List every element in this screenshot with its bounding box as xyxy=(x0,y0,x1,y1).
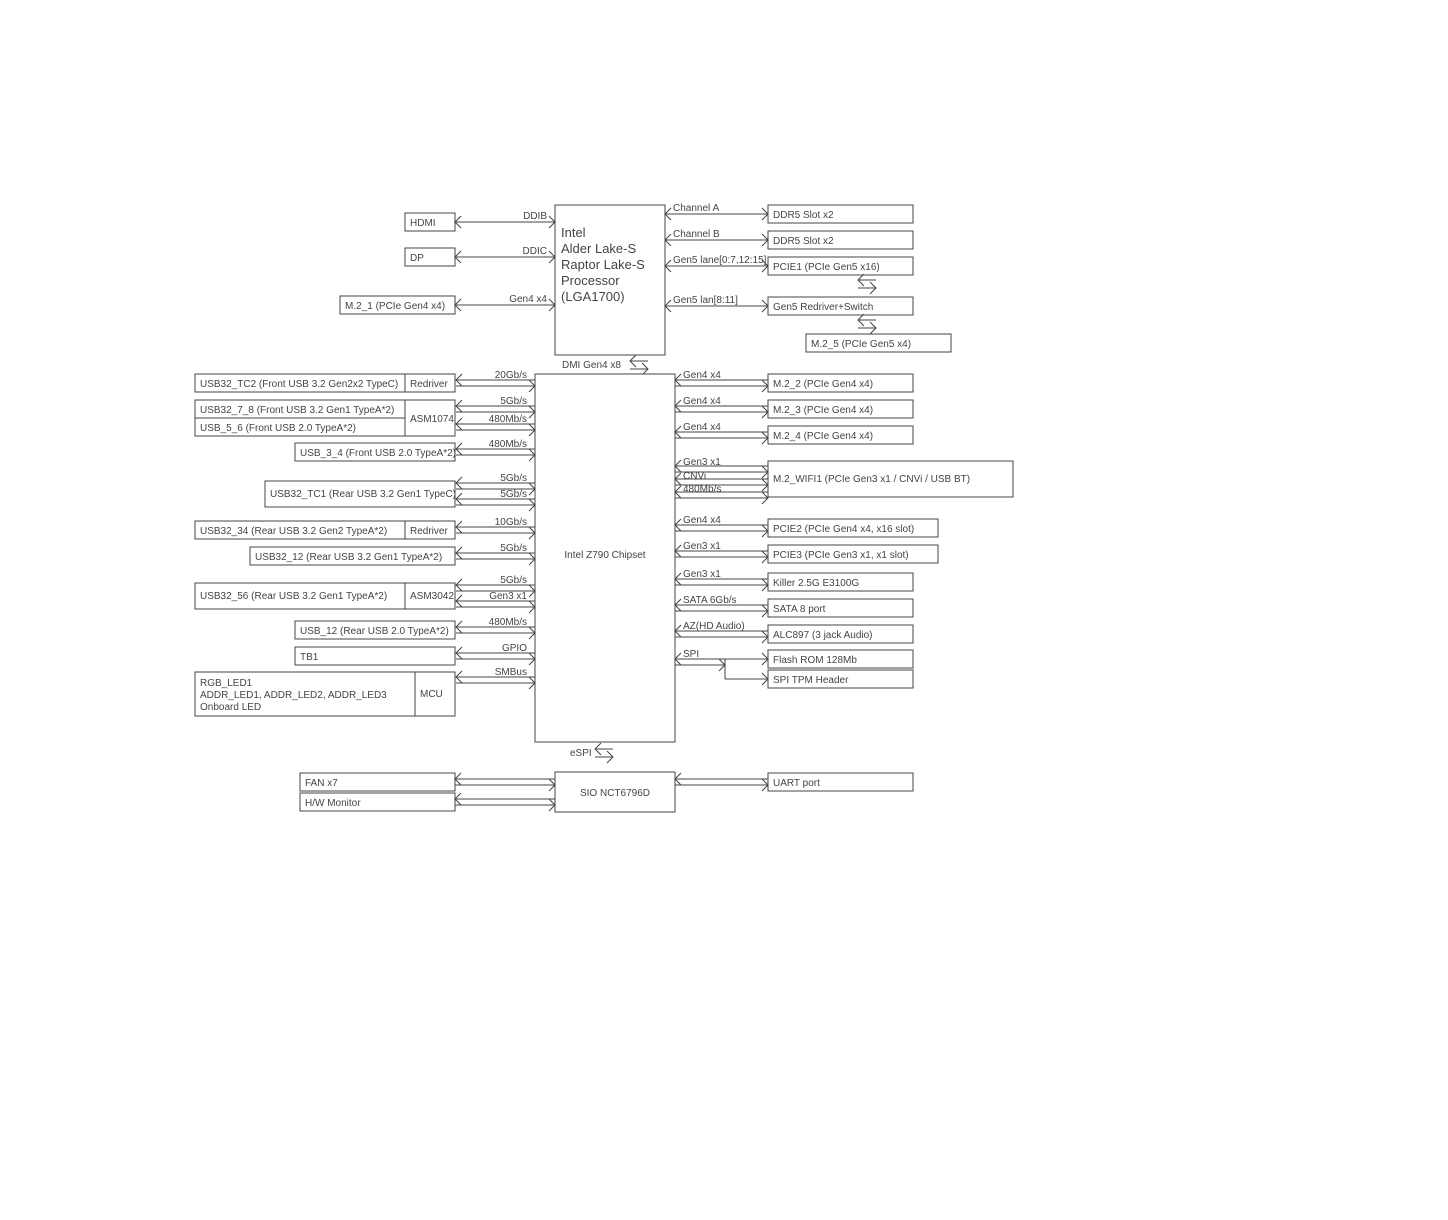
label: Gen5 lane[0:7,12:15] xyxy=(673,255,767,266)
label: 20Gb/s xyxy=(495,370,527,381)
label: 5Gb/s xyxy=(500,543,527,554)
label: 5Gb/s xyxy=(500,473,527,484)
cpu-text: (LGA1700) xyxy=(561,289,625,304)
label: GPIO xyxy=(502,643,527,654)
label: Gen3 x1 xyxy=(683,457,721,468)
label: 480Mb/s xyxy=(489,414,527,425)
dmi-label: DMI Gen4 x8 xyxy=(562,360,621,371)
label: M.2_4 (PCIe Gen4 x4) xyxy=(773,431,873,442)
label: M.2_2 (PCIe Gen4 x4) xyxy=(773,379,873,390)
label: DDIB xyxy=(523,211,547,222)
label: M.2_1 (PCIe Gen4 x4) xyxy=(345,301,445,312)
label: USB_5_6 (Front USB 2.0 TypeA*2) xyxy=(200,423,356,434)
label: SMBus xyxy=(495,667,527,678)
chipset-label: Intel Z790 Chipset xyxy=(564,550,645,561)
label: ASM3042 xyxy=(410,591,454,602)
label: Gen5 Redriver+Switch xyxy=(773,302,873,313)
label: USB32_12 (Rear USB 3.2 Gen1 TypeA*2) xyxy=(255,552,442,563)
label: Redriver xyxy=(410,379,448,390)
label: HDMI xyxy=(410,218,436,229)
label: 480Mb/s xyxy=(489,439,527,450)
label: USB_3_4 (Front USB 2.0 TypeA*2) xyxy=(300,448,456,459)
label: 480Mb/s xyxy=(489,617,527,628)
label: SPI TPM Header xyxy=(773,675,849,686)
label: USB32_7_8 (Front USB 3.2 Gen1 TypeA*2) xyxy=(200,405,394,416)
label: FAN x7 xyxy=(305,778,338,789)
label: 5Gb/s xyxy=(500,396,527,407)
label: DDIC xyxy=(523,246,547,257)
label: RGB_LED1 xyxy=(200,678,253,689)
label: H/W Monitor xyxy=(305,798,361,809)
tb1 xyxy=(295,647,455,665)
label: USB32_TC2 (Front USB 3.2 Gen2x2 TypeC) xyxy=(200,379,398,390)
label: DP xyxy=(410,253,424,264)
label: 480Mb/s xyxy=(683,484,721,495)
cpu-text: Intel xyxy=(561,225,586,240)
label: Gen4 x4 xyxy=(509,294,547,305)
label: Killer 2.5G E3100G xyxy=(773,578,859,589)
cpu-text: Processor xyxy=(561,273,620,288)
label: Redriver xyxy=(410,526,448,537)
label: Gen4 x4 xyxy=(683,396,721,407)
label: Channel A xyxy=(673,203,719,214)
label: PCIE3 (PCIe Gen3 x1, x1 slot) xyxy=(773,550,909,561)
label: SPI xyxy=(683,649,699,660)
label: 10Gb/s xyxy=(495,517,527,528)
label: Gen3 x1 xyxy=(489,591,527,602)
label: Onboard LED xyxy=(200,702,261,713)
label: SATA 6Gb/s xyxy=(683,595,737,606)
label: Gen4 x4 xyxy=(683,422,721,433)
label: USB32_56 (Rear USB 3.2 Gen1 TypeA*2) xyxy=(200,591,387,602)
label: 5Gb/s xyxy=(500,489,527,500)
label: UART port xyxy=(773,778,820,789)
label: Gen3 x1 xyxy=(683,541,721,552)
label: AZ(HD Audio) xyxy=(683,621,745,632)
label: ASM1074 xyxy=(410,414,454,425)
label: Gen3 x1 xyxy=(683,569,721,580)
label: CNVi xyxy=(683,471,706,482)
label: DDR5 Slot x2 xyxy=(773,210,834,221)
cpu-text: Raptor Lake-S xyxy=(561,257,645,272)
label: Channel B xyxy=(673,229,720,240)
label: SATA 8 port xyxy=(773,604,826,615)
label: MCU xyxy=(420,689,443,700)
label: Gen5 lan[8:11] xyxy=(673,295,738,306)
label: USB_12 (Rear USB 2.0 TypeA*2) xyxy=(300,626,449,637)
label: M.2_WIFI1 (PCIe Gen3 x1 / CNVi / USB BT) xyxy=(773,474,970,485)
label: M.2_3 (PCIe Gen4 x4) xyxy=(773,405,873,416)
label: USB32_TC1 (Rear USB 3.2 Gen1 TypeC) xyxy=(270,489,456,500)
label: DDR5 Slot x2 xyxy=(773,236,834,247)
sio-label: SIO NCT6796D xyxy=(580,788,650,799)
label: USB32_34 (Rear USB 3.2 Gen2 TypeA*2) xyxy=(200,526,387,537)
label: Flash ROM 128Mb xyxy=(773,655,857,666)
label: PCIE1 (PCIe Gen5 x16) xyxy=(773,262,880,273)
label: ALC897 (3 jack Audio) xyxy=(773,630,873,641)
label: 5Gb/s xyxy=(500,575,527,586)
label: Gen4 x4 xyxy=(683,370,721,381)
label: ADDR_LED1, ADDR_LED2, ADDR_LED3 xyxy=(200,690,387,701)
label: PCIE2 (PCIe Gen4 x4, x16 slot) xyxy=(773,524,914,535)
label: Gen4 x4 xyxy=(683,515,721,526)
label: TB1 xyxy=(300,652,319,663)
espi-label: eSPI xyxy=(570,748,592,759)
cpu-text: Alder Lake-S xyxy=(561,241,636,256)
label: M.2_5 (PCIe Gen5 x4) xyxy=(811,339,911,350)
